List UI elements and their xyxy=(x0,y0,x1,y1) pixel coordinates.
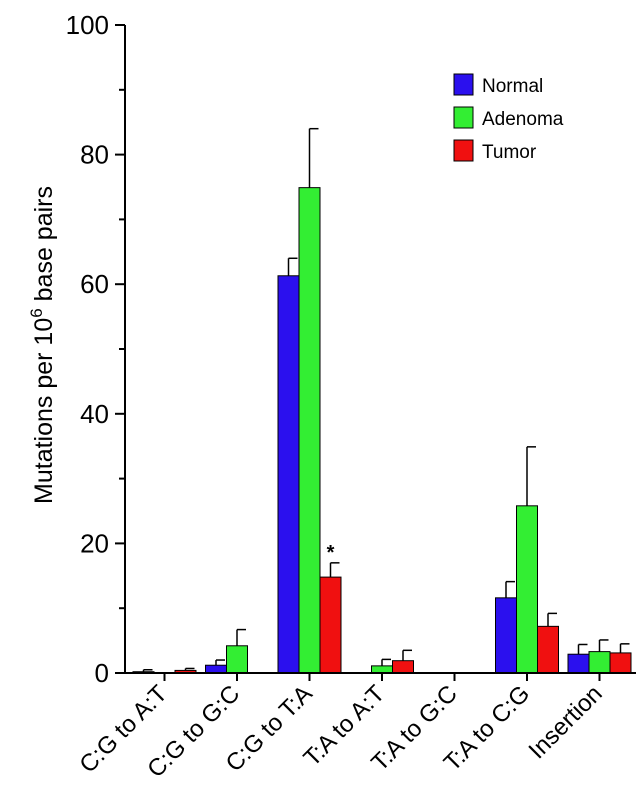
bar xyxy=(371,665,393,674)
y-axis-label-tail: base pairs xyxy=(30,186,58,308)
legend-label: Tumor xyxy=(482,142,537,163)
legend-label: Normal xyxy=(482,76,543,97)
bar xyxy=(298,187,321,674)
y-tick-label: 60 xyxy=(80,269,109,299)
y-axis-label-superscript: 6 xyxy=(27,308,46,317)
bar xyxy=(277,275,300,674)
legend-swatch xyxy=(453,106,474,129)
bar xyxy=(516,505,538,674)
y-tick-label: 20 xyxy=(80,528,109,558)
bar xyxy=(537,625,559,674)
bar xyxy=(495,597,517,674)
y-tick-label: 0 xyxy=(95,658,109,688)
legend-swatch xyxy=(453,139,474,162)
y-axis-label: Mutations per 106 base pairs xyxy=(27,186,58,504)
bar xyxy=(205,664,227,674)
bar xyxy=(609,652,632,674)
legend: Normal Adenoma Tumor xyxy=(453,73,564,163)
y-axis: 0 20 40 60 80 100 xyxy=(66,10,126,688)
legend-swatch xyxy=(453,73,474,96)
bar xyxy=(392,660,414,674)
y-tick-label: 80 xyxy=(80,140,109,170)
bar xyxy=(319,576,342,674)
x-tick-label: Insertion xyxy=(524,680,608,764)
y-tick-label: 40 xyxy=(80,399,109,429)
bar xyxy=(567,653,590,674)
bars: * xyxy=(132,127,632,674)
bar xyxy=(226,645,248,674)
significance-asterisk: * xyxy=(327,542,335,564)
bar xyxy=(588,651,611,674)
legend-label: Adenoma xyxy=(482,109,564,130)
y-axis-label-main: Mutations per 10 xyxy=(30,318,58,504)
y-tick-label: 100 xyxy=(66,10,109,40)
x-axis: C:G to A:TC:G to G:CC:G to T:AT:A to A:T… xyxy=(74,672,636,783)
